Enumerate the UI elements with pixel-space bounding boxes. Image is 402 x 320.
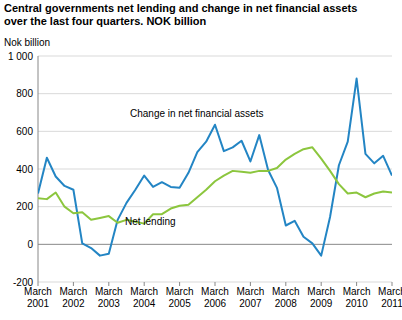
x-tick-label-part: 2003	[98, 298, 121, 309]
grid-line	[38, 56, 392, 57]
x-tick-label: March2002	[60, 286, 88, 309]
y-tick-label: 800	[16, 88, 33, 99]
x-tick-label-part: March	[201, 286, 229, 297]
x-tick-label-part: 2008	[275, 298, 298, 309]
x-tick-label-part: March	[307, 286, 335, 297]
x-tick-label-part: March	[343, 286, 371, 297]
y-tick-label: 1 000	[8, 51, 33, 62]
y-tick-label: 600	[16, 126, 33, 137]
x-tick-label-part: March	[272, 286, 300, 297]
y-axis	[38, 56, 39, 282]
grid-line	[38, 131, 392, 132]
x-tick-label: March2009	[307, 286, 335, 309]
grid-line	[38, 93, 392, 94]
x-tick-label: March2008	[272, 286, 300, 309]
x-tick-label-part: March	[24, 286, 52, 297]
x-tick-label-part: March	[60, 286, 88, 297]
grid-line	[38, 206, 392, 207]
x-tick-label: March2005	[166, 286, 194, 309]
chart: Central governments net lending and chan…	[0, 0, 402, 320]
x-tick-label-part: 2009	[310, 298, 333, 309]
x-tick-label-part: March	[130, 286, 158, 297]
series-group	[38, 79, 392, 256]
x-tick-label: March2007	[237, 286, 265, 309]
title: Central governments net lending and chan…	[4, 2, 374, 28]
x-tick-label-part: 2001	[27, 298, 50, 309]
series-line	[38, 147, 392, 223]
x-tick-label: March2011	[378, 286, 402, 309]
x-tick-label: March2006	[201, 286, 229, 309]
series-label: Change in net financial assets	[130, 108, 263, 119]
x-tick-label-part: March	[95, 286, 123, 297]
grid-line	[38, 244, 392, 245]
series-line	[38, 79, 392, 256]
x-tick-label: March2004	[130, 286, 158, 309]
x-tick-label-part: March	[166, 286, 194, 297]
x-tick-label: March2010	[343, 286, 371, 309]
x-tick-label-part: 2010	[345, 298, 368, 309]
x-tick-label-part: 2005	[168, 298, 191, 309]
x-tick-label-part: March	[237, 286, 265, 297]
y-tick-label: 200	[16, 201, 33, 212]
x-tick-label: March2001	[24, 286, 52, 309]
x-tick-label: March2003	[95, 286, 123, 309]
y-label: Nok billion	[4, 37, 50, 48]
x-tick-label-part: 2006	[204, 298, 227, 309]
x-tick-label-part: March	[378, 286, 402, 297]
x-tick-label-part: 2004	[133, 298, 156, 309]
plot: Nok billion-20002004006008001 000March20…	[0, 0, 402, 320]
y-tick-label: 0	[27, 239, 33, 250]
x-tick-label-part: 2007	[239, 298, 262, 309]
x-tick-label-part: 2002	[62, 298, 85, 309]
y-tick-label: 400	[16, 164, 33, 175]
series-label: Net lending	[125, 216, 176, 227]
x-tick-label-part: 2011	[381, 298, 402, 309]
